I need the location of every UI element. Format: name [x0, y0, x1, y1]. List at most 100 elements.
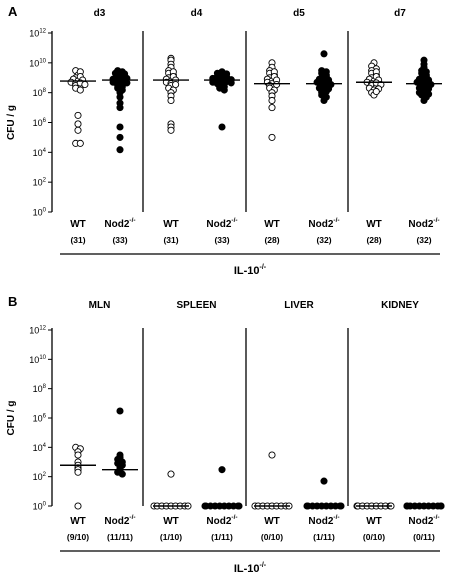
group-wt — [60, 443, 96, 510]
group-label-sup: -/- — [129, 514, 135, 521]
y-tick-base: 10 — [33, 88, 43, 98]
data-point — [116, 123, 124, 131]
group-label: Nod2-/- — [308, 514, 339, 527]
panel-letter: A — [8, 4, 18, 19]
data-point — [74, 468, 82, 476]
group-label-base: Nod2 — [206, 219, 231, 230]
group-count: (33) — [214, 235, 229, 245]
y-tick-label: 102 — [33, 472, 47, 482]
data-point — [74, 451, 82, 459]
data-point — [116, 133, 124, 141]
data-point — [320, 50, 328, 58]
group-label-base: WT — [264, 516, 280, 527]
column-title: d7 — [394, 8, 406, 19]
group-label-sup: -/- — [231, 217, 237, 224]
data-point — [167, 126, 175, 134]
group-label-sup: -/- — [433, 217, 439, 224]
data-point — [76, 86, 84, 94]
data-point — [118, 470, 126, 478]
group-count: (0/10) — [261, 532, 283, 542]
group-label-base: WT — [163, 219, 179, 230]
group-count: (28) — [264, 235, 279, 245]
data-point — [172, 81, 180, 89]
data-point — [425, 90, 433, 98]
data-point — [167, 96, 175, 105]
y-tick-base: 10 — [33, 148, 43, 158]
data-point — [268, 451, 276, 459]
y-tick-label: 104 — [33, 443, 47, 453]
group-label-base: Nod2 — [408, 516, 433, 527]
y-tick-label: 100 — [33, 208, 47, 218]
data-point — [116, 146, 124, 154]
y-tick-label: 1012 — [29, 29, 46, 39]
y-tick-base: 10 — [29, 326, 39, 336]
data-point — [76, 139, 84, 147]
group-label: WT — [163, 516, 179, 527]
group-label: WT — [163, 219, 179, 230]
data-point — [322, 87, 330, 96]
data-point — [268, 104, 276, 112]
group-label-base: WT — [70, 516, 86, 527]
y-tick-label: 106 — [33, 414, 47, 424]
data-point — [218, 123, 226, 131]
y-tick-label: 100 — [33, 502, 47, 512]
group-label: WT — [70, 219, 86, 230]
group-count: (9/10) — [67, 532, 89, 542]
group-nod2 — [102, 67, 138, 154]
group-wt — [251, 451, 293, 510]
column-title: d3 — [94, 8, 106, 19]
group-label: WT — [264, 516, 280, 527]
y-tick-base: 10 — [33, 414, 43, 424]
y-tick-base: 10 — [29, 355, 39, 365]
y-tick-exp: 8 — [43, 88, 47, 94]
y-tick-exp: 0 — [43, 208, 47, 214]
data-point — [320, 477, 328, 485]
group-label-base: Nod2 — [206, 516, 231, 527]
y-tick-exp: 12 — [39, 29, 46, 35]
group-label-base: Nod2 — [308, 219, 333, 230]
data-point — [74, 126, 82, 134]
group-label: Nod2-/- — [104, 217, 135, 230]
group-count: (32) — [416, 235, 431, 245]
group-wt — [254, 59, 290, 141]
group-label: Nod2-/- — [308, 217, 339, 230]
y-tick-label: 104 — [33, 148, 47, 158]
y-tick-exp: 6 — [43, 118, 47, 124]
y-tick-exp: 0 — [43, 502, 47, 508]
group-wt — [353, 502, 395, 510]
group-count: (31) — [70, 235, 85, 245]
group-count: (11/11) — [107, 532, 133, 542]
panel-letter: B — [8, 294, 17, 309]
group-nod2 — [403, 502, 445, 510]
group-count: (32) — [316, 235, 331, 245]
group-label-base: WT — [366, 516, 382, 527]
column-title: d4 — [191, 8, 203, 19]
group-nod2 — [201, 466, 243, 510]
data-point — [74, 111, 82, 119]
y-tick-label: 1012 — [29, 326, 46, 336]
data-point — [116, 93, 124, 101]
group-label: WT — [366, 219, 382, 230]
group-wt — [153, 54, 189, 134]
y-tick-label: 1010 — [29, 355, 46, 365]
y-tick-label: 1010 — [29, 58, 46, 68]
il10-label-base: IL-10 — [234, 265, 260, 277]
group-label: WT — [70, 516, 86, 527]
y-axis-label: CFU / g — [6, 105, 17, 140]
column-title: SPLEEN — [176, 300, 216, 311]
il10-label-sup: -/- — [260, 562, 267, 569]
data-point — [372, 87, 380, 96]
data-point — [74, 120, 82, 128]
y-tick-base: 10 — [33, 502, 43, 512]
data-point — [167, 470, 175, 478]
il10-label-sup: -/- — [260, 264, 267, 271]
y-tick-base: 10 — [33, 472, 43, 482]
y-tick-base: 10 — [33, 384, 43, 394]
column-title: KIDNEY — [381, 300, 419, 311]
group-label-sup: -/- — [433, 514, 439, 521]
group-label-base: WT — [163, 516, 179, 527]
column-title: MLN — [89, 300, 111, 311]
group-count: (1/10) — [160, 532, 182, 542]
